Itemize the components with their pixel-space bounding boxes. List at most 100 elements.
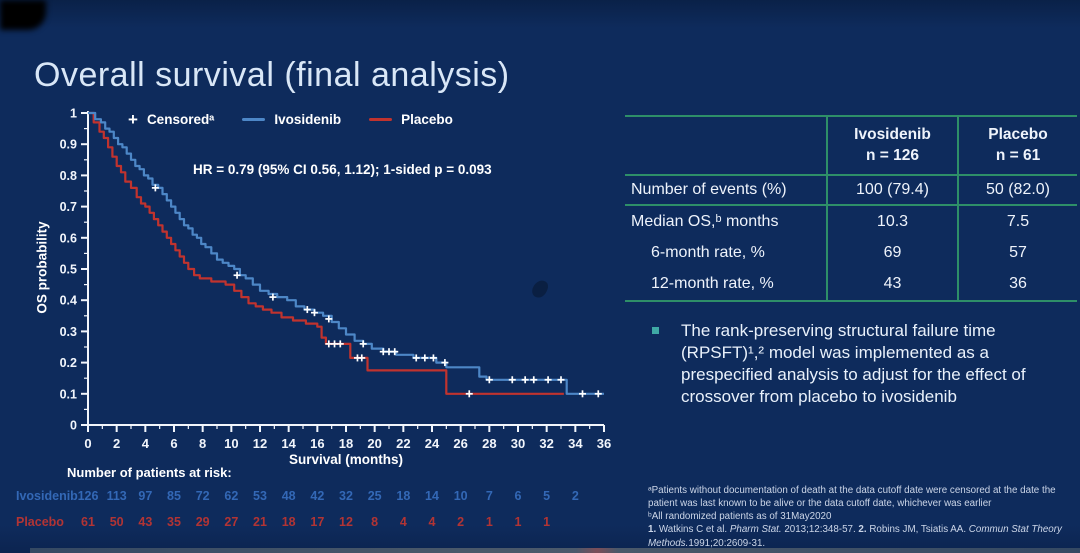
results-table: Ivosidenib n = 126 Placebo n = 61 Number… [625,115,1077,302]
legend-ivosidenib-label: Ivosidenib [274,112,342,127]
at-risk-count: 85 [167,489,181,503]
table-value: 100 (79.4) [826,176,957,206]
x-tick-label: 16 [310,436,324,451]
table-value: 57 [957,237,1077,268]
x-axis-title: Survival (months) [288,452,404,467]
at-risk-count: 113 [106,489,127,503]
x-tick-label: 22 [396,436,410,451]
table-header-placebo: Placebo n = 61 [957,117,1077,176]
table-corner-cell [625,117,826,176]
bullet-text: The rank-preserving structural failure t… [681,321,1026,407]
at-risk-row-ivosidenib: Ivosidenib 126 113 97 85 72 62 53 48 42 32 25 18 14 10… [0,489,620,505]
reference-segment: Pharm Stat. [729,524,782,536]
x-tick-label: 8 [199,436,206,451]
y-tick-label: 0.5 [60,263,77,277]
y-axis-title: OS probability [34,221,50,314]
x-tick-label: 32 [539,436,553,451]
page-title: Overall survival (final analysis) [34,56,510,94]
legend-censored-label: Censoredᵃ [146,112,215,127]
at-risk-count: 8 [371,515,379,529]
table-value: 69 [826,237,957,268]
table-row-label: Number of events (%) [625,176,826,206]
y-tick-label: 0.7 [60,200,77,214]
at-risk-count: 126 [77,489,99,503]
x-tick-label: 12 [253,436,267,451]
footnote-b: ᵇAll randomized patients as of 31May2020 [648,511,832,523]
at-risk-count: 2 [571,489,579,503]
at-risk-row-label: Placebo [16,515,64,529]
footnote-a: ᵃPatients without documentation of death… [648,485,1056,510]
at-risk-count: 4 [399,515,407,529]
x-tick-label: 20 [367,436,381,451]
censored-plus-icon: + [128,109,138,129]
x-tick-label: 14 [281,436,296,451]
x-tick-label: 36 [597,436,611,451]
at-risk-count: 14 [425,489,439,503]
table-row-label: 6-month rate, % [651,243,765,261]
table-row-label: Median OS,ᵇ months [631,212,779,230]
y-tick-label: 0.1 [60,387,77,401]
placebo-line-swatch [369,118,393,121]
table-row-label: 12-month rate, % [651,275,774,292]
x-tick-label: 34 [568,436,583,451]
video-corner-artifact [0,0,46,30]
at-risk-count: 50 [109,515,124,529]
reference-segment: Watkins C et al. [658,524,730,536]
at-risk-count: 1 [485,515,493,529]
at-risk-count: 7 [485,489,493,503]
chart-legend: + Censoredᵃ Ivosidenib Placebo [128,109,453,129]
at-risk-count: 18 [281,515,296,529]
table-header-ivosidenib: Ivosidenib n = 126 [826,117,957,176]
x-tick-label: 0 [84,436,91,451]
at-risk-count: 43 [138,515,153,529]
reference-segment: Robins JM, Tsiatis AA. [869,524,969,536]
legend-placebo-label: Placebo [401,112,453,127]
at-risk-count: 42 [310,489,325,503]
y-tick-label: 0.2 [60,356,77,370]
x-tick-label: 28 [482,436,496,451]
ivosidenib-line-swatch [242,118,266,121]
footnotes: ᵃPatients without documentation of death… [648,484,1076,550]
reference-segment: 1. [648,524,659,536]
reference-segment: 2. [858,524,870,536]
at-risk-count: 1 [514,515,522,529]
x-tick-label: 6 [170,436,177,451]
reference-segment: Commun Stat Theory Methods. [648,524,1062,549]
legend-item-censored: + Censoredᵃ [128,109,215,129]
y-tick-label: 0.6 [60,231,77,245]
y-tick-label: 0.9 [60,138,77,152]
reference-segment: 1991;20:2609-31. [688,537,766,549]
table-value: 50 (82.0) [957,176,1077,206]
at-risk-count: 4 [428,515,436,529]
y-tick-label: 0.8 [60,169,77,183]
x-tick-label: 10 [224,436,238,451]
km-curve-placebo [88,111,564,395]
at-risk-count: 6 [514,489,522,503]
at-risk-count: 10 [453,489,468,503]
x-tick-label: 24 [425,436,440,451]
x-tick-label: 26 [453,436,467,451]
at-risk-count: 27 [224,515,239,529]
bullet-square-icon [652,327,659,334]
table-value: 10.3 [826,206,957,237]
y-tick-label: 1 [70,107,77,121]
at-risk-row-placebo: Placebo 61 50 43 35 29 27 21 18 17 12 8 4 4 2 1 1 1 [0,515,620,531]
at-risk-count: 61 [81,515,95,529]
x-tick-label: 4 [142,436,150,451]
y-tick-label: 0.4 [60,294,77,308]
at-risk-count: 17 [310,515,325,529]
at-risk-count: 97 [138,489,153,503]
at-risk-count: 29 [195,515,210,529]
at-risk-count: 21 [253,515,267,529]
table-value: 7.5 [957,206,1077,237]
at-risk-count: 35 [167,515,181,529]
x-tick-label: 30 [511,436,525,451]
at-risk-count: 25 [367,489,382,503]
reference-segment: 2013;12:348-57. [781,524,859,536]
at-risk-count: 2 [457,515,465,529]
at-risk-count: 72 [195,489,210,503]
table-value: 36 [957,268,1077,300]
x-tick-label: 18 [339,436,353,451]
at-risk-count: 12 [339,515,353,529]
